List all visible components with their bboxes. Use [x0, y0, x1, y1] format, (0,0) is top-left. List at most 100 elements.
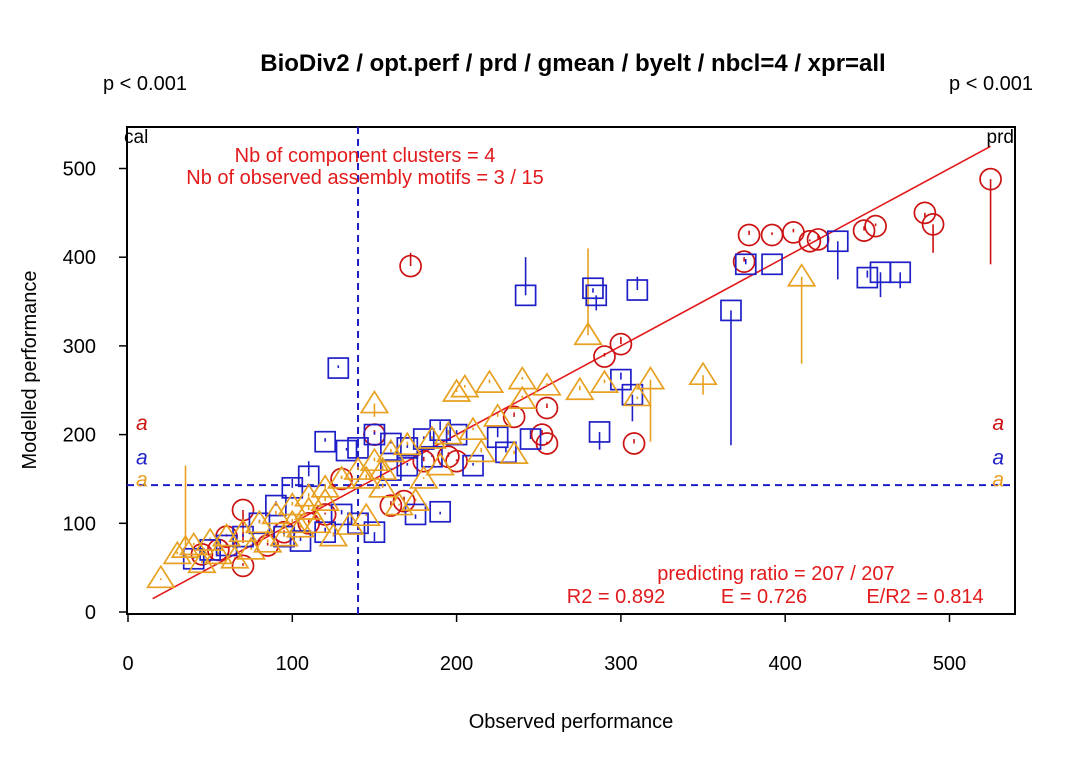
point-square [396, 454, 419, 477]
group-letter-left: a [136, 412, 148, 435]
corner-label-prd: prd [987, 127, 1014, 148]
point-triangle [400, 487, 431, 511]
point-triangle [277, 509, 308, 534]
point-triangle [635, 366, 666, 390]
group-letter-left: a [136, 447, 148, 470]
point-square [610, 368, 632, 391]
point-square [281, 476, 304, 499]
point-triangle [376, 438, 406, 463]
point-triangle [482, 403, 513, 427]
point-circle [737, 223, 761, 247]
point-circle [913, 201, 937, 225]
point-square [289, 530, 312, 552]
stat-r2: R2 = 0.892 [567, 586, 665, 608]
point-triangle [244, 509, 275, 534]
point-circle [979, 167, 1002, 191]
point-square [585, 284, 608, 307]
point-triangle [351, 465, 381, 489]
annotation-motifs: Nb of observed assembly motifs = 3 / 15 [186, 167, 543, 189]
point-square [297, 465, 320, 488]
point-triangle [302, 509, 332, 534]
point-triangle [146, 564, 176, 589]
y-tick-label: 400 [63, 247, 96, 269]
point-square [856, 266, 879, 289]
y-tick-label: 0 [85, 602, 96, 624]
point-triangle [277, 491, 308, 516]
point-triangle [441, 378, 472, 402]
point-circle [412, 449, 436, 473]
group-letter-right: a [992, 469, 1004, 492]
point-circle [609, 332, 633, 356]
x-tick-label: 0 [122, 653, 133, 675]
x-tick-label: 200 [440, 653, 473, 675]
point-square [582, 277, 604, 300]
point-square [363, 521, 386, 544]
point-triangle [573, 321, 603, 346]
point-circle [379, 494, 403, 517]
point-square [889, 261, 912, 284]
corner-label-cal: cal [124, 127, 148, 148]
point-triangle [187, 549, 217, 574]
point-triangle [458, 416, 488, 441]
plot-frame [126, 126, 1016, 615]
point-triangle [293, 496, 324, 520]
point-square [734, 253, 757, 276]
point-triangle [310, 474, 340, 498]
y-tick-label: 200 [63, 425, 96, 447]
point-triangle [261, 500, 291, 525]
point-square [327, 357, 350, 379]
point-triangle [170, 534, 201, 558]
point-triangle [228, 518, 258, 543]
point-triangle [409, 465, 439, 489]
point-square [445, 423, 468, 446]
point-square [826, 230, 849, 253]
point-circle [732, 250, 756, 273]
point-triangle [293, 483, 324, 507]
y-tick-label: 100 [63, 513, 96, 535]
point-triangle [433, 421, 464, 445]
point-triangle [450, 373, 480, 398]
group-letter-left: a [136, 469, 148, 492]
y-tick-label: 300 [63, 336, 96, 358]
point-triangle [351, 502, 381, 527]
point-triangle [318, 523, 349, 547]
point-triangle [499, 440, 529, 464]
point-square [363, 423, 386, 446]
point-triangle [367, 456, 398, 480]
point-square [761, 253, 783, 276]
point-triangle [589, 369, 620, 394]
point-square [265, 494, 287, 517]
x-tick-label: 500 [933, 653, 966, 675]
chart-title: BioDiv2 / opt.perf / prd / gmean / byelt… [260, 50, 885, 77]
point-triangle [532, 372, 562, 396]
point-triangle [203, 540, 234, 565]
point-triangle [622, 382, 653, 407]
point-square [335, 439, 358, 462]
x-tick-label: 400 [769, 653, 802, 675]
point-square [720, 299, 742, 322]
predicting-ratio: predicting ratio = 207 / 207 [657, 563, 894, 585]
point-triangle [162, 540, 193, 565]
point-triangle [367, 474, 398, 498]
point-triangle [474, 369, 505, 394]
fit-line [152, 145, 991, 600]
point-square [462, 454, 484, 477]
error-bars [160, 179, 992, 581]
group-letter-right: a [992, 447, 1004, 470]
point-triangle [310, 487, 340, 511]
p-value-left: p < 0.001 [103, 73, 187, 95]
point-square [412, 428, 435, 450]
x-axis-label: Observed performance [469, 711, 674, 733]
point-square [314, 430, 337, 453]
point-triangle [786, 263, 817, 287]
point-circle [231, 554, 255, 578]
point-circle [864, 214, 887, 238]
point-triangle [565, 376, 595, 401]
p-value-right: p < 0.001 [949, 73, 1033, 95]
x-tick-label: 300 [604, 653, 637, 675]
point-triangle [195, 527, 225, 551]
point-square [626, 279, 649, 301]
point-triangle [269, 523, 299, 547]
